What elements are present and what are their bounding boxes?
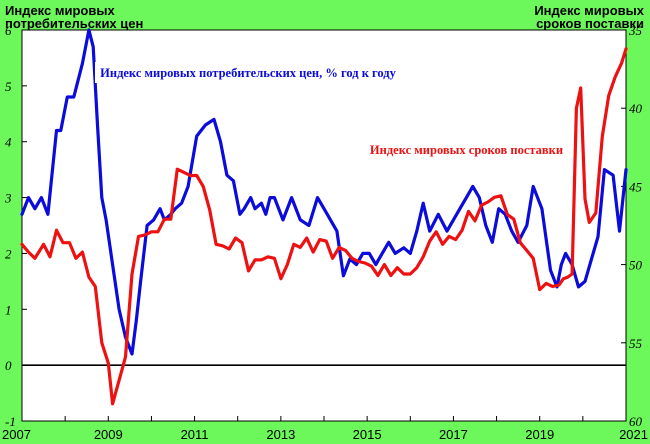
plot-area bbox=[21, 29, 627, 422]
x-tick-label: 2009 bbox=[94, 427, 123, 442]
x-tick-label: 2021 bbox=[619, 427, 648, 442]
y-left-tick-label: 3 bbox=[4, 191, 12, 206]
x-tick-label: 2013 bbox=[266, 427, 295, 442]
y-left-tick-label: 5 bbox=[5, 79, 12, 94]
left-axis-title: Индекс мировых потребительских цен bbox=[5, 4, 143, 30]
y-right-tick-label: 60 bbox=[629, 414, 643, 429]
y-left-tick-label: -1 bbox=[5, 414, 16, 429]
series-line-delivery-times bbox=[20, 47, 628, 406]
y-right-tick-label: 45 bbox=[629, 179, 643, 194]
series-label: Индекс мировых потребительских цен, % го… bbox=[100, 66, 396, 80]
x-tick-label: 2011 bbox=[181, 427, 209, 442]
left-axis-title-line-2: потребительских цен bbox=[5, 16, 144, 31]
y-right-tick-label: 35 bbox=[628, 23, 643, 38]
x-tick-label: 2015 bbox=[353, 427, 382, 442]
y-left-tick-label: 4 bbox=[5, 135, 12, 150]
right-axis-title-line-2: сроков поставки bbox=[536, 16, 644, 31]
y-left-tick-label: 0 bbox=[5, 358, 12, 373]
x-tick-label: 2007 bbox=[2, 427, 31, 442]
x-tick-label: 2019 bbox=[525, 427, 554, 442]
y-right-tick-label: 55 bbox=[629, 336, 643, 351]
series-line-cpi bbox=[20, 28, 628, 356]
y-left-tick-label: 1 bbox=[5, 302, 12, 317]
right-axis-title: Индекс мировых сроков поставки bbox=[534, 4, 644, 30]
y-left-tick-label: 6 bbox=[5, 23, 12, 38]
series-label: Индекс мировых сроков поставки bbox=[370, 143, 563, 157]
annotation-box bbox=[360, 139, 573, 160]
x-tick-label: 2017 bbox=[439, 427, 468, 442]
right-axis-title-line-1: Индекс мировых bbox=[534, 3, 644, 18]
y-left-tick-label: 2 bbox=[5, 246, 12, 261]
y-right-tick-label: 40 bbox=[629, 101, 643, 116]
y-right-tick-label: 50 bbox=[629, 258, 643, 273]
left-axis-title-line-1: Индекс мировых bbox=[5, 3, 115, 18]
annotation-box bbox=[95, 62, 401, 83]
